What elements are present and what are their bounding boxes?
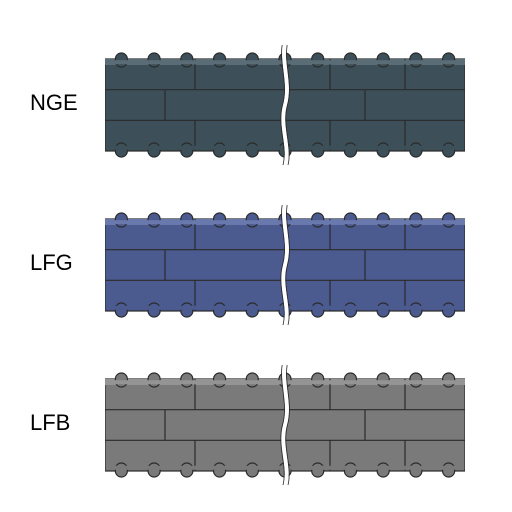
belt-row-lfb: LFB (0, 350, 512, 500)
belt-row-lfg: LFG (0, 190, 512, 340)
belt-variant-diagram: NGE LFG LFB (0, 0, 512, 512)
belt-graphic (105, 45, 465, 165)
belt-row-nge: NGE (0, 30, 512, 180)
belt-label: NGE (30, 90, 78, 116)
belt-graphic (105, 205, 465, 325)
belt-label: LFB (30, 410, 70, 436)
belt-graphic (105, 365, 465, 485)
belt-label: LFG (30, 250, 73, 276)
